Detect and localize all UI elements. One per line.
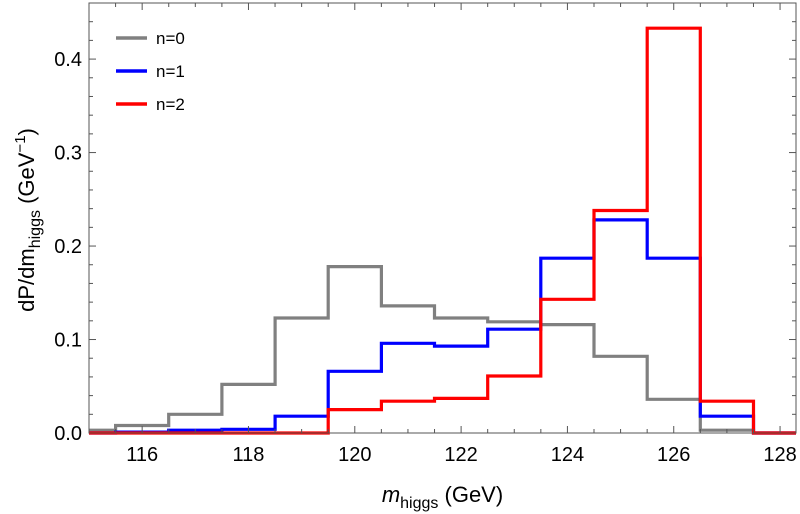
y-tick-label: 0.4 <box>54 49 82 71</box>
legend-label-n2: n=2 <box>156 95 185 114</box>
x-tick-label: 118 <box>233 444 265 466</box>
legend-label-n0: n=0 <box>156 29 185 48</box>
x-tick-label: 120 <box>338 444 371 466</box>
series-line-n0 <box>89 265 796 435</box>
y-axis-label: dP/dmhiggs (GeV−1) <box>12 128 44 312</box>
x-tick-label: 128 <box>763 444 796 466</box>
y-tick-label: 0.2 <box>54 236 82 258</box>
legend-label-n1: n=1 <box>156 62 185 81</box>
y-tick-label: 0.1 <box>54 330 82 352</box>
series-line-n1 <box>89 218 796 435</box>
legend: n=0 n=1 n=2 <box>116 29 185 114</box>
series-line-n2 <box>89 26 796 435</box>
x-tick-label: 126 <box>657 444 690 466</box>
y-tick-label: 0.3 <box>54 143 82 165</box>
series-layer <box>89 26 796 435</box>
x-axis-label: mhiggs (GeV) <box>382 482 503 512</box>
y-tick-label: 0.0 <box>54 423 82 445</box>
plot-frame <box>88 2 797 434</box>
x-tick-label: 124 <box>551 444 584 466</box>
ticks-layer: 116 118 120 122 124 126 128 0.0 0.1 0.2 0.3 0.4 <box>54 2 797 466</box>
x-tick-label: 122 <box>444 444 477 466</box>
x-tick-label: 116 <box>126 444 158 466</box>
